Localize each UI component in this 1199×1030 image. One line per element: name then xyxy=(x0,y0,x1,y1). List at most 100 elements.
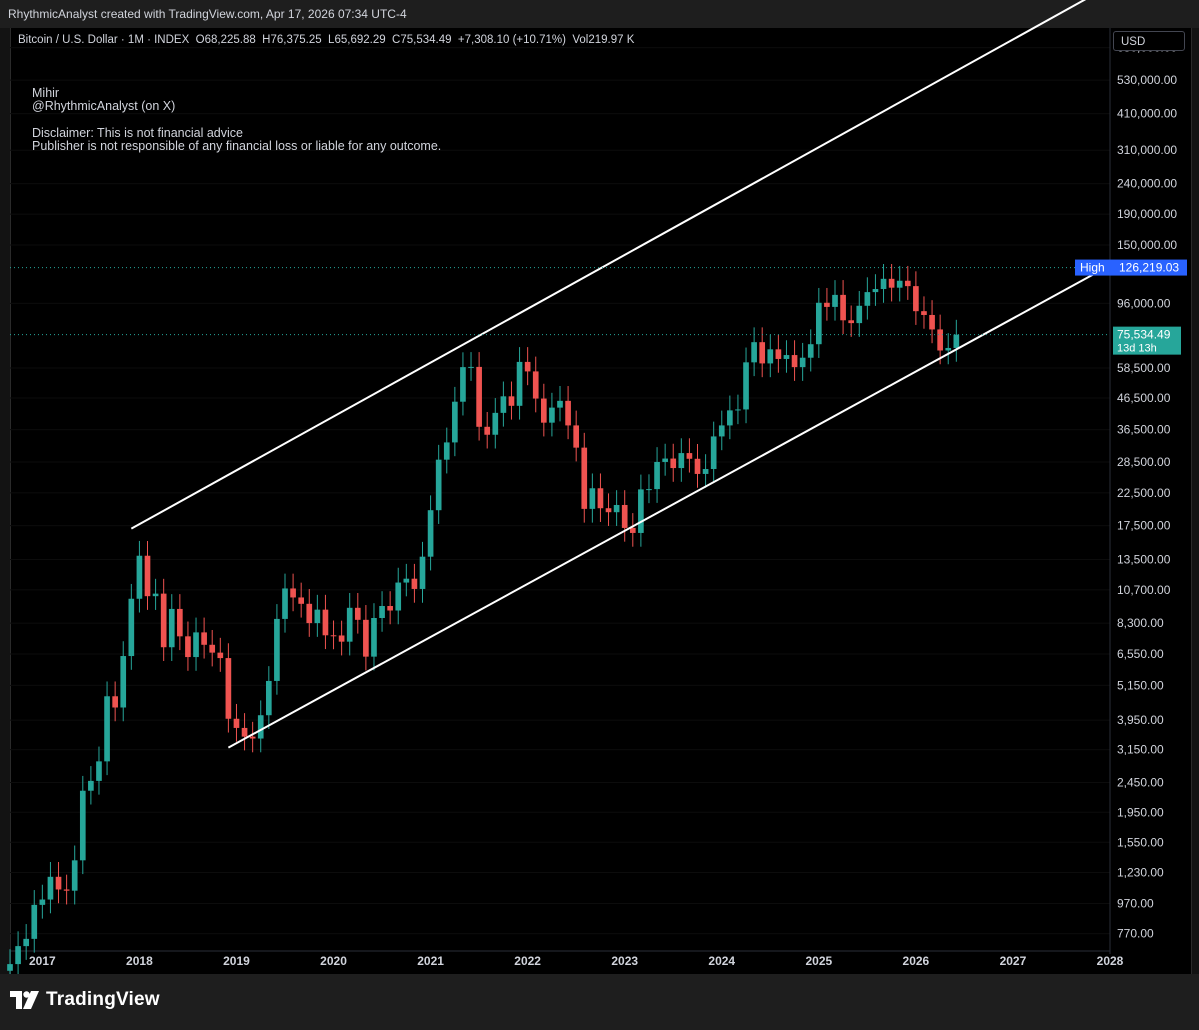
candle-body xyxy=(638,489,644,533)
last-price-countdown: 13d 13h xyxy=(1117,343,1157,355)
candle-body xyxy=(201,632,207,645)
candle-body xyxy=(160,593,167,648)
high-badge-label: High xyxy=(1080,261,1105,275)
candle-body xyxy=(621,504,628,528)
candle-body xyxy=(694,458,701,474)
author-handle: @RhythmicAnalyst (on X) xyxy=(32,99,176,113)
candle-body xyxy=(735,409,741,411)
disclaimer-line-1: Disclaimer: This is not financial advice xyxy=(32,126,243,140)
candle-body xyxy=(929,314,935,330)
y-tick-label: 36,500.00 xyxy=(1117,423,1171,437)
x-tick-label: 2018 xyxy=(126,954,153,968)
candle-body xyxy=(403,578,410,583)
candle-body xyxy=(783,355,790,359)
candle-body xyxy=(395,582,402,611)
low-label: L xyxy=(328,34,335,46)
disclaimer-line-2: Publisher is not responsible of any fina… xyxy=(32,139,442,153)
candle-body xyxy=(775,349,782,359)
x-tick-label: 2022 xyxy=(514,954,541,968)
candle-body xyxy=(613,504,620,513)
channel-lower-line xyxy=(227,273,1095,749)
candle-body xyxy=(363,619,369,657)
candle-body xyxy=(743,362,749,410)
candle-body xyxy=(953,334,960,348)
candle-body xyxy=(864,292,871,306)
high-badge xyxy=(1075,259,1187,276)
y-tick-label: 770.00 xyxy=(1117,927,1154,941)
y-tick-label: 3,950.00 xyxy=(1117,713,1164,727)
candle-body xyxy=(597,488,604,509)
candle-body xyxy=(718,425,725,437)
candle-body xyxy=(476,366,482,427)
candle-body xyxy=(144,555,151,597)
y-tick-label: 10,700.00 xyxy=(1117,583,1171,597)
y-tick-label: 1,230.00 xyxy=(1117,865,1164,879)
channel-upper-line xyxy=(130,0,1087,530)
currency-button[interactable]: USD xyxy=(1113,31,1185,51)
y-tick-label: 5,150.00 xyxy=(1117,678,1164,692)
candle-body xyxy=(209,644,216,653)
y-tick-label: 6,550.00 xyxy=(1117,647,1164,661)
candle-body xyxy=(670,458,677,469)
x-tick-label: 2020 xyxy=(320,954,347,968)
candle-body xyxy=(921,311,927,315)
x-tick-label: 2027 xyxy=(1000,954,1027,968)
candle-body xyxy=(896,280,903,288)
y-tick-label: 310,000.00 xyxy=(1117,143,1177,157)
candle-body xyxy=(306,603,313,624)
tradingview-logo-text: TradingView xyxy=(46,989,160,1010)
author-name: Mihir xyxy=(32,86,60,100)
candle-body xyxy=(500,396,507,413)
x-tick-label: 2028 xyxy=(1097,954,1124,968)
candle-body xyxy=(678,453,685,469)
footer-bar xyxy=(0,974,1199,1030)
candle-body xyxy=(791,355,798,368)
x-tick-label: 2019 xyxy=(223,954,250,968)
candle-body xyxy=(767,349,774,364)
candle-body xyxy=(152,593,159,597)
candle-body xyxy=(47,876,54,900)
candle-body xyxy=(274,618,280,681)
candle-body xyxy=(79,790,86,861)
candle-body xyxy=(848,320,855,324)
candle-body xyxy=(7,964,13,971)
candle-body xyxy=(241,727,248,737)
y-tick-label: 58,500.00 xyxy=(1117,361,1171,375)
candle-body xyxy=(573,425,580,448)
symbol-name[interactable]: Bitcoin / U.S. Dollar · 1M · INDEX xyxy=(18,34,190,46)
candle-body xyxy=(807,344,814,358)
candle-body xyxy=(710,436,717,470)
y-tick-label: 17,500.00 xyxy=(1117,519,1171,533)
candle-body xyxy=(338,635,345,642)
candle-body xyxy=(452,401,458,443)
candle-body xyxy=(298,597,305,604)
candle-body xyxy=(168,608,175,648)
candle-body xyxy=(549,407,555,423)
candle-body xyxy=(31,904,38,939)
y-tick-label: 28,500.00 xyxy=(1117,455,1171,469)
candle-body xyxy=(605,508,612,513)
y-tick-label: 96,000.00 xyxy=(1117,296,1171,310)
candle-body xyxy=(759,342,766,364)
candle-body xyxy=(249,736,256,739)
x-tick-label: 2024 xyxy=(708,954,735,968)
candle-body xyxy=(824,302,830,307)
y-tick-label: 2,450.00 xyxy=(1117,775,1164,789)
candle-body xyxy=(815,302,822,345)
candle-body xyxy=(581,447,588,509)
candle-body xyxy=(23,938,30,947)
x-tick-label: 2017 xyxy=(29,954,56,968)
y-tick-label: 410,000.00 xyxy=(1117,107,1177,121)
candle-body xyxy=(314,609,321,624)
y-tick-label: 1,950.00 xyxy=(1117,805,1164,819)
candle-body xyxy=(904,280,911,287)
candle-body xyxy=(15,946,21,965)
candle-body xyxy=(379,606,385,619)
candle-body xyxy=(112,696,118,708)
candle-body xyxy=(880,278,887,290)
candle-body xyxy=(185,636,191,658)
candle-body xyxy=(872,289,879,293)
x-tick-label: 2023 xyxy=(611,954,638,968)
candle-body xyxy=(540,398,547,423)
